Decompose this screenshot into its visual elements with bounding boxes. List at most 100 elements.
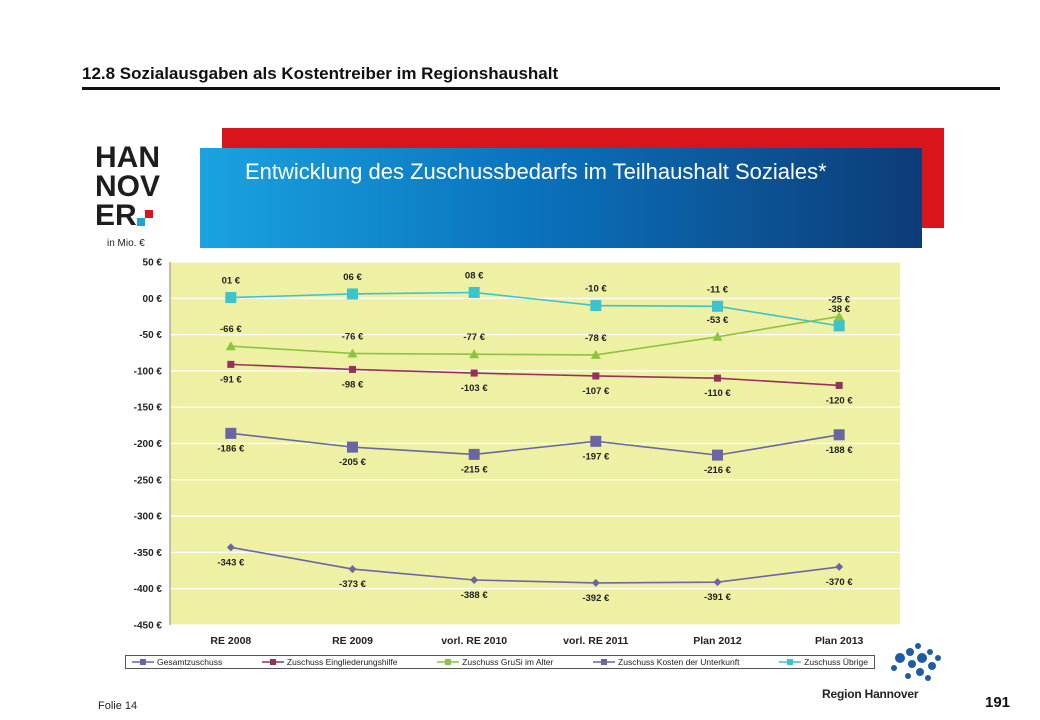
data-point (470, 369, 478, 377)
data-point (590, 435, 602, 447)
data-label: -370 € (826, 577, 854, 588)
data-point (348, 565, 357, 574)
data-point (833, 320, 845, 332)
x-tick-label: Plan 2013 (815, 635, 864, 647)
data-label: 08 € (465, 270, 484, 281)
series-line (230, 291, 840, 327)
data-label: -38 € (828, 304, 850, 315)
x-tick-label: vorl. RE 2010 (441, 635, 507, 647)
data-point (226, 543, 235, 552)
data-point (347, 288, 358, 300)
data-label: -10 € (585, 284, 607, 295)
data-point (833, 429, 845, 441)
data-point (347, 441, 358, 453)
data-point (835, 562, 844, 571)
legend-item: Zuschuss Kosten der Unterkunft (593, 657, 739, 667)
legend-label: Zuschuss Kosten der Unterkunft (618, 657, 740, 667)
legend-swatch (593, 659, 616, 665)
y-tick-label: -300 € (134, 512, 163, 523)
page-number: 191 (985, 694, 1011, 711)
data-label: -103 € (461, 383, 489, 394)
legend-item: Zuschuss GruSi im Alter (437, 657, 553, 667)
data-label: -388 € (461, 590, 489, 601)
legend-item: Zuschuss Übrige (779, 657, 868, 667)
legend-swatch (779, 659, 802, 665)
y-tick-label: -200 € (134, 439, 163, 450)
data-point (468, 286, 480, 298)
data-label: -216 € (704, 465, 732, 476)
series-line (230, 363, 840, 387)
legend-label: Gesamtzuschuss (157, 657, 223, 667)
title-divider (82, 87, 1000, 90)
legend-item: Zuschuss Eingliederungshilfe (261, 657, 398, 667)
data-point (468, 448, 480, 460)
y-tick-label: -250 € (134, 475, 163, 486)
data-point (470, 575, 479, 584)
data-label: -186 € (217, 443, 245, 454)
x-tick-label: vorl. RE 2011 (563, 635, 629, 647)
data-point (712, 449, 723, 461)
y-tick-label: -350 € (134, 548, 163, 559)
legend-swatch (437, 659, 460, 665)
y-tick-label: 50 € (143, 258, 163, 269)
data-point (590, 349, 601, 359)
data-label: -343 € (217, 557, 245, 568)
data-label: -205 € (339, 457, 367, 468)
legend-label: Zuschuss Eingliederungshilfe (286, 657, 398, 667)
data-point (349, 365, 356, 373)
data-point (225, 427, 237, 439)
data-label: -107 € (582, 386, 610, 397)
data-label: -392 € (582, 593, 610, 604)
data-point (834, 311, 845, 321)
data-label: -110 € (704, 388, 731, 399)
data-point (591, 578, 600, 587)
chart-legend: Gesamtzuschuss Zuschuss Eingliederungshil… (125, 655, 875, 669)
y-tick-label: -50 € (139, 330, 162, 341)
data-label: -197 € (582, 451, 610, 462)
series-line (230, 432, 840, 456)
legend-label: Zuschuss GruSi im Alter (462, 657, 554, 667)
region-name: Region Hannover (822, 687, 919, 701)
banner-title: Entwicklung des Zuschussbedarfs im Teilh… (245, 159, 827, 184)
y-tick-label: -100 € (134, 366, 163, 377)
slide-number: Folie 14 (98, 700, 138, 712)
data-label: -76 € (342, 331, 364, 342)
data-label: -25 € (828, 294, 850, 305)
data-label: -77 € (463, 332, 485, 343)
series-line (230, 546, 840, 584)
data-label: -188 € (826, 445, 854, 456)
y-tick-label: -150 € (134, 403, 163, 414)
line-chart: 50 € 00 € -50 € -100 € -150 € -200 € -250 € -30… (134, 258, 900, 647)
data-point (712, 331, 723, 341)
data-label: -66 € (220, 324, 242, 335)
banner-blue-band (200, 148, 922, 248)
x-tick-label: RE 2009 (332, 635, 373, 647)
data-point (592, 372, 600, 380)
data-point (835, 381, 843, 389)
data-label: 01 € (222, 276, 241, 287)
data-label: -11 € (707, 284, 729, 295)
x-tick-label: RE 2008 (210, 635, 251, 647)
data-label: -215 € (461, 464, 489, 475)
legend-swatch (261, 659, 284, 665)
page-title: 12.8 Sozialausgaben als Kostentreiber im… (82, 64, 559, 83)
data-label: -391 € (704, 592, 732, 603)
data-label: -53 € (707, 315, 729, 326)
y-tick-label: 00 € (143, 294, 163, 305)
data-label: -120 € (826, 395, 854, 406)
data-label: 06 € (343, 272, 362, 283)
data-label: -98 € (342, 379, 364, 390)
data-point (713, 578, 722, 587)
data-point (469, 349, 480, 359)
y-tick-label: -400 € (134, 584, 163, 595)
data-label: -78 € (585, 333, 607, 344)
logo-line-1: HAN (95, 141, 160, 174)
y-unit-label: in Mio. € (107, 238, 145, 249)
data-point (714, 374, 721, 382)
legend-label: Zuschuss Übrige (804, 657, 868, 667)
x-tick-label: Plan 2012 (693, 635, 742, 647)
data-point (225, 292, 237, 304)
data-label: -91 € (220, 374, 242, 385)
data-point (712, 300, 723, 312)
data-point (227, 360, 235, 368)
